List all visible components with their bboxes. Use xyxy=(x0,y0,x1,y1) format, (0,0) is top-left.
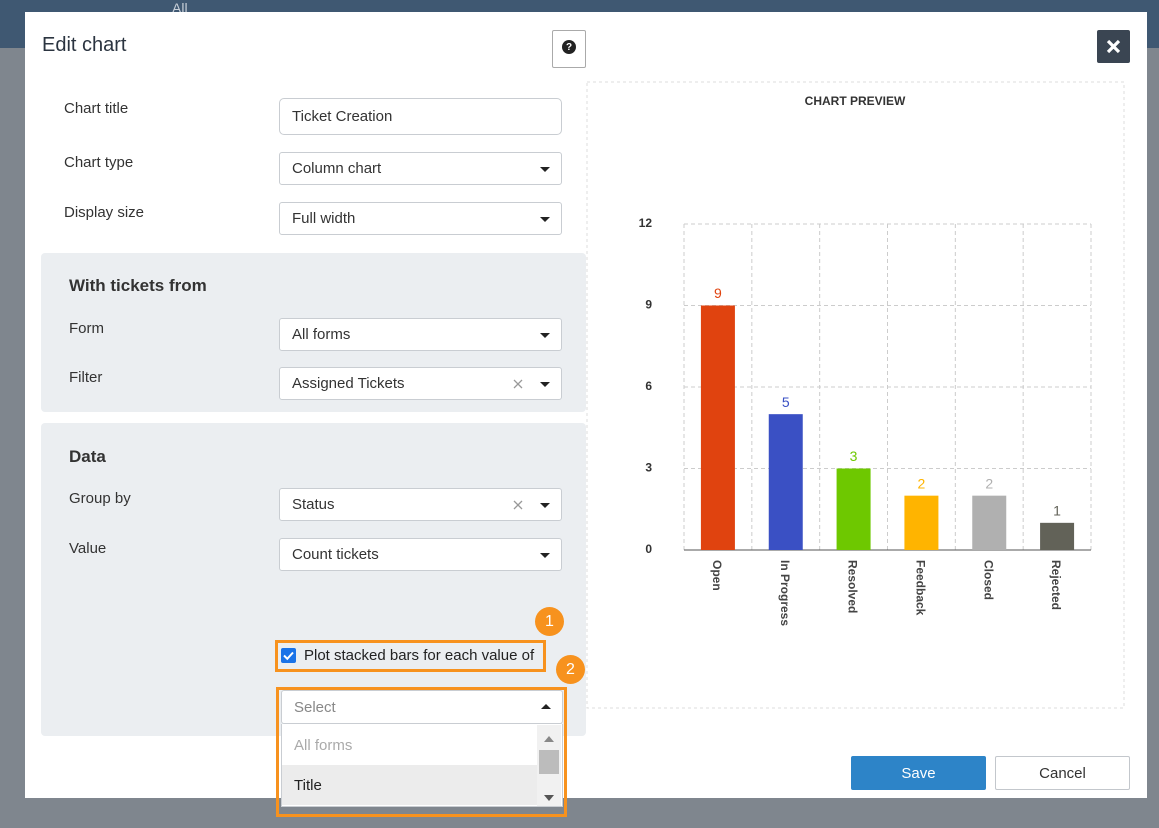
text-input[interactable]: Ticket Creation xyxy=(279,98,562,135)
bar xyxy=(836,468,871,550)
dialog-title: Edit chart xyxy=(42,34,127,56)
field-label: Display size xyxy=(64,204,145,221)
dropdown[interactable]: All forms xyxy=(279,318,562,351)
x-tick-label: Resolved xyxy=(846,560,860,613)
value-label: 2 xyxy=(985,475,993,491)
value-label: 1 xyxy=(1053,503,1061,519)
help-icon[interactable]: ? xyxy=(562,40,576,54)
dropdown[interactable]: Assigned Tickets xyxy=(279,367,562,400)
dropdown-option: All forms xyxy=(294,736,353,754)
x-tick-label: Rejected xyxy=(1049,560,1063,610)
close-icon[interactable] xyxy=(1097,30,1130,63)
y-tick-label: 0 xyxy=(645,542,652,556)
field-label: Group by xyxy=(69,490,131,507)
field-label: Form xyxy=(69,320,104,337)
close-button[interactable] xyxy=(1097,30,1130,63)
annotation-badge: 2 xyxy=(556,655,585,684)
check-mark xyxy=(283,651,294,661)
checkbox[interactable] xyxy=(281,648,296,663)
scroll-down xyxy=(544,795,554,801)
bar xyxy=(700,305,735,550)
section-heading: With tickets from xyxy=(69,276,207,295)
clear-x xyxy=(513,500,523,510)
value-label: 5 xyxy=(782,394,790,410)
clear-icon[interactable] xyxy=(513,379,523,389)
field-label: Chart type xyxy=(64,154,134,171)
bar xyxy=(972,495,1007,550)
scroll-arrows xyxy=(537,725,561,806)
dropdown-caret xyxy=(541,704,551,709)
field-label: Chart title xyxy=(64,100,129,117)
chart-title: CHART PREVIEW xyxy=(805,94,906,108)
cancel-button[interactable]: Cancel xyxy=(995,756,1130,790)
clear-x xyxy=(513,379,523,389)
section-heading: Data xyxy=(69,447,106,466)
value-label: 9 xyxy=(714,285,722,301)
dropdown[interactable]: Full width xyxy=(279,202,562,235)
y-tick-label: 12 xyxy=(639,216,653,230)
dropdown[interactable]: Count tickets xyxy=(279,538,562,571)
x-tick-label: Feedback xyxy=(913,560,927,616)
x-tick-label: Open xyxy=(710,560,724,591)
value-label: 2 xyxy=(918,475,926,491)
y-tick-label: 6 xyxy=(645,379,652,393)
dropdown-caret xyxy=(540,502,550,508)
scroll-thumb xyxy=(539,750,559,774)
dropdown-caret xyxy=(540,166,550,172)
help-button[interactable] xyxy=(552,30,586,68)
checkbox-label: Plot stacked bars for each value of xyxy=(304,647,535,664)
bar xyxy=(1040,522,1075,550)
bar xyxy=(904,495,939,550)
highlight-box xyxy=(276,687,567,817)
preview-frame xyxy=(586,81,1125,709)
clear-icon[interactable] xyxy=(513,500,523,510)
x-tick-label: In Progress xyxy=(778,560,792,626)
value-label: 3 xyxy=(850,448,858,464)
y-tick-label: 3 xyxy=(645,461,652,475)
field-label: Filter xyxy=(69,369,103,386)
close-x xyxy=(1106,39,1121,54)
dropdown-caret xyxy=(540,381,550,387)
dropdown-option[interactable]: Title xyxy=(282,765,537,805)
highlight-box xyxy=(275,640,546,672)
dropdown[interactable]: Column chart xyxy=(279,152,562,185)
annotation-badge: 1 xyxy=(535,607,564,636)
y-tick-label: 9 xyxy=(645,298,652,312)
scroll-up xyxy=(544,736,554,742)
data-section xyxy=(41,423,586,736)
save-button[interactable]: Save xyxy=(851,756,986,790)
field-label: Value xyxy=(69,540,107,557)
dropdown-caret xyxy=(540,216,550,222)
dropdown-caret xyxy=(540,552,550,558)
bar xyxy=(768,414,803,550)
x-tick-label: Closed xyxy=(981,560,995,600)
dropdown[interactable]: Select xyxy=(281,690,563,724)
dropdown-caret xyxy=(540,332,550,338)
scroll-arrows-icon xyxy=(544,736,554,801)
check-icon xyxy=(283,651,294,661)
dropdown[interactable]: Status xyxy=(279,488,562,521)
